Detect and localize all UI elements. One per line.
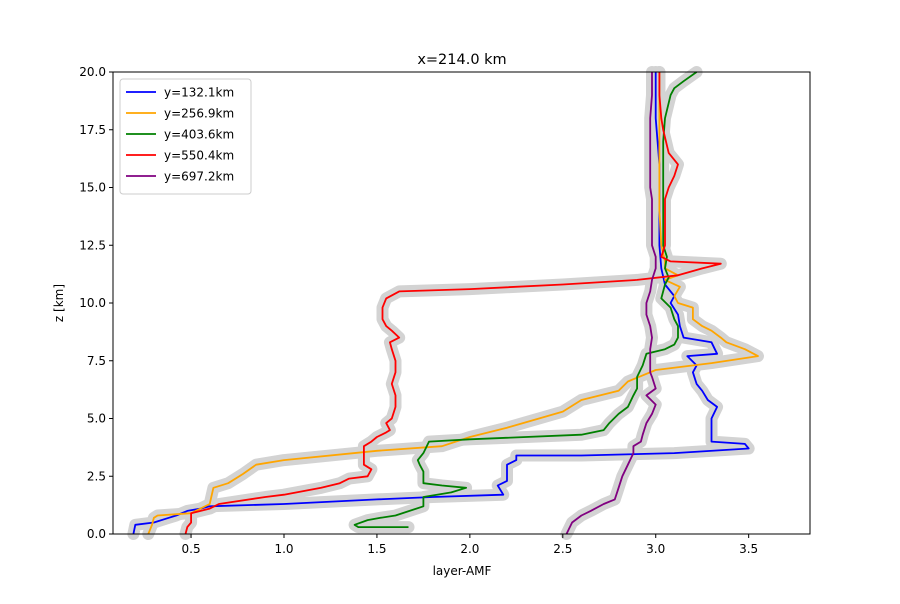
series-line-1 — [147, 72, 759, 535]
y-tick-label: 2.5 — [87, 469, 106, 483]
legend-entry: y=256.9km — [164, 107, 234, 121]
legend-entry: y=697.2km — [164, 170, 234, 184]
legend-entry: y=550.4km — [164, 149, 234, 163]
y-axis-ticks: 0.0 2.5 5.0 7.5 10.0 12.5 15.0 17.5 20.0 — [79, 65, 113, 541]
y-tick-label: 0.0 — [87, 527, 106, 541]
x-axis-ticks: 0.5 1.0 1.5 2.0 2.5 3.0 3.5 — [182, 534, 758, 556]
x-tick-label: 2.5 — [553, 542, 572, 556]
x-tick-label: 2.0 — [460, 542, 479, 556]
y-tick-label: 17.5 — [79, 123, 106, 137]
x-axis-label: layer-AMF — [433, 564, 492, 578]
series-line-3 — [184, 72, 722, 535]
y-axis-label: z [km] — [52, 284, 66, 322]
legend-box — [119, 78, 252, 195]
x-tick-label: 0.5 — [182, 542, 201, 556]
band-series-4 — [560, 66, 662, 540]
x-tick-label: 3.5 — [739, 542, 758, 556]
series-line-2 — [353, 71, 698, 528]
legend-entry: y=403.6km — [164, 128, 234, 142]
x-tick-label: 1.5 — [367, 542, 386, 556]
y-tick-label: 20.0 — [79, 65, 106, 79]
x-tick-label: 1.0 — [274, 542, 293, 556]
y-tick-label: 5.0 — [87, 412, 106, 426]
y-tick-label: 15.0 — [79, 181, 106, 195]
series-line-0 — [132, 72, 750, 535]
x-tick-label: 3.0 — [646, 542, 665, 556]
chart-title: x=214.0 km — [417, 52, 506, 68]
series-lines — [132, 71, 759, 535]
legend: y=132.1km y=256.9km y=403.6km y=550.4km y=69… — [119, 78, 252, 195]
legend-entry: y=132.1km — [164, 86, 234, 100]
y-tick-label: 7.5 — [87, 354, 106, 368]
y-tick-label: 10.0 — [79, 296, 106, 310]
y-tick-label: 12.5 — [79, 238, 106, 252]
series-line-4 — [565, 72, 657, 535]
